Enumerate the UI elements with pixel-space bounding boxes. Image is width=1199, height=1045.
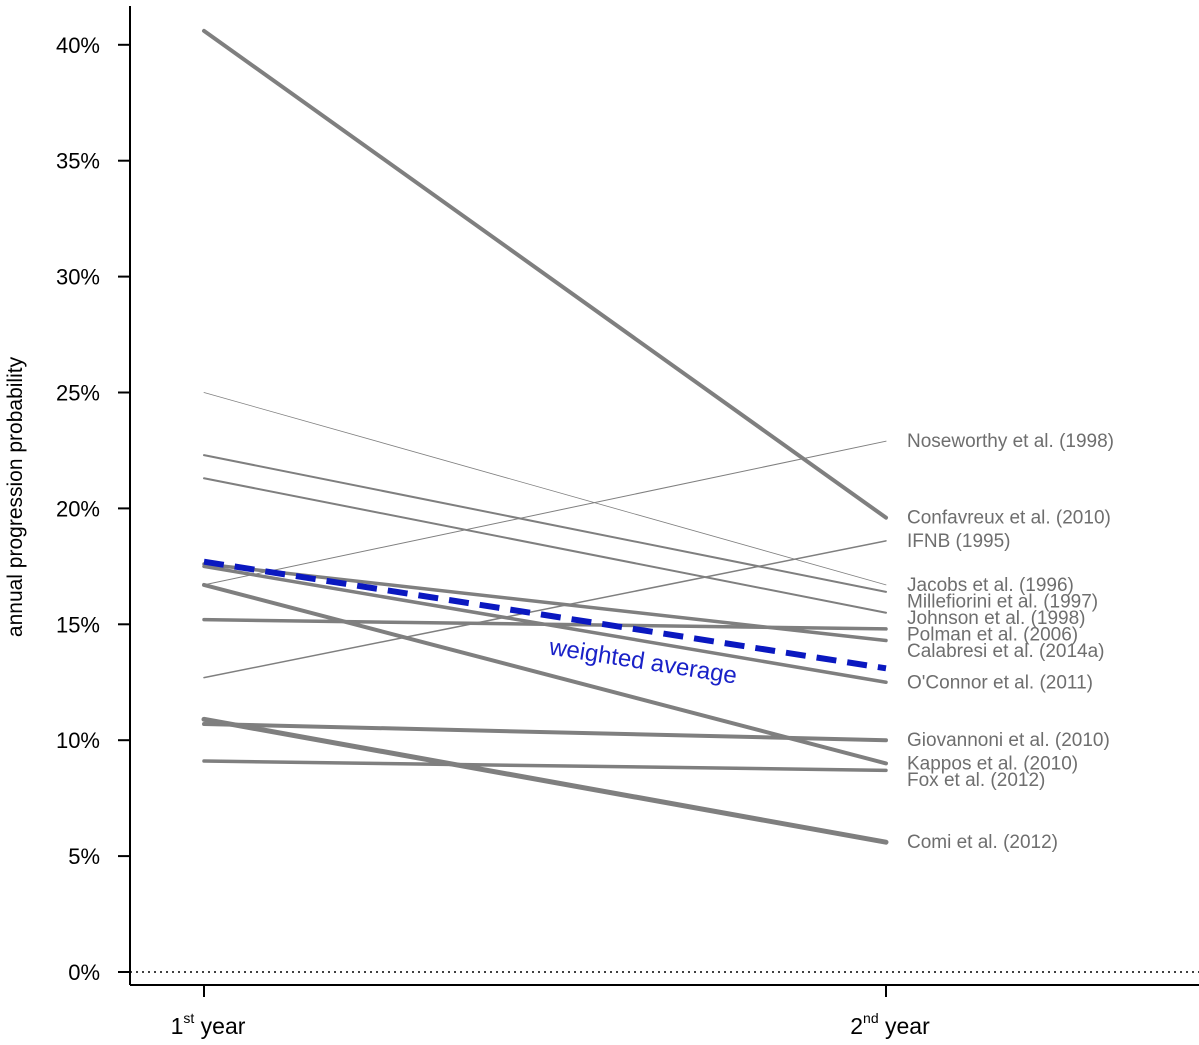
series-label: O'Connor et al. (2011) bbox=[907, 672, 1093, 693]
y-tick-label: 5% bbox=[68, 844, 100, 869]
series-line bbox=[202, 759, 888, 773]
series-label: Fox et al. (2012) bbox=[907, 770, 1045, 791]
series-label: IFNB (1995) bbox=[907, 531, 1010, 552]
series-label: Calabresi et al. (2014a) bbox=[907, 641, 1105, 662]
y-ticks: 0% 5% 10% 15% 20% 25% 30% 35% 40% bbox=[56, 33, 130, 985]
x-ticks: 1st year 2nd year bbox=[171, 985, 930, 1039]
y-tick-label: 0% bbox=[68, 960, 100, 985]
series-label: Noseworthy et al. (1998) bbox=[907, 431, 1114, 452]
series-line bbox=[203, 440, 887, 586]
y-tick-label: 25% bbox=[56, 381, 100, 406]
series-line bbox=[203, 540, 887, 679]
series-label: Polman et al. (2006) bbox=[907, 624, 1078, 645]
series-label: Millefiorini et al. (1997) bbox=[907, 591, 1098, 612]
series-label: Comi et al. (2012) bbox=[907, 832, 1058, 853]
series-label: Johnson et al. (1998) bbox=[907, 608, 1086, 629]
series-line bbox=[203, 454, 887, 593]
series-line bbox=[202, 721, 888, 743]
axes bbox=[129, 6, 1199, 986]
y-tick-label: 40% bbox=[56, 33, 100, 58]
series-label: Jacobs et al. (1996) bbox=[907, 575, 1074, 596]
series-line bbox=[202, 564, 888, 684]
x-tick-label: 2nd year bbox=[850, 1010, 930, 1039]
y-tick-label: 35% bbox=[56, 149, 100, 174]
series-layer bbox=[201, 28, 889, 845]
y-tick-label: 10% bbox=[56, 728, 100, 753]
y-tick-label: 20% bbox=[56, 496, 100, 521]
series-label: Giovannoni et al. (2010) bbox=[907, 730, 1110, 751]
y-tick-label: 15% bbox=[56, 612, 100, 637]
y-tick-label: 30% bbox=[56, 265, 100, 290]
series-line bbox=[203, 477, 887, 614]
series-label: Kappos et al. (2010) bbox=[907, 753, 1078, 774]
series-label: Confavreux et al. (2010) bbox=[907, 508, 1111, 529]
series-line bbox=[202, 562, 888, 643]
series-line bbox=[202, 28, 888, 520]
weighted-average-line bbox=[203, 558, 887, 672]
series-line bbox=[202, 582, 888, 766]
y-axis-label: annual progression probability bbox=[4, 356, 27, 637]
series-labels: Noseworthy et al. (1998) Confavreux et al… bbox=[907, 431, 1114, 853]
x-tick-label: 1st year bbox=[171, 1010, 246, 1039]
series-line bbox=[201, 716, 889, 845]
series-line bbox=[203, 392, 887, 586]
